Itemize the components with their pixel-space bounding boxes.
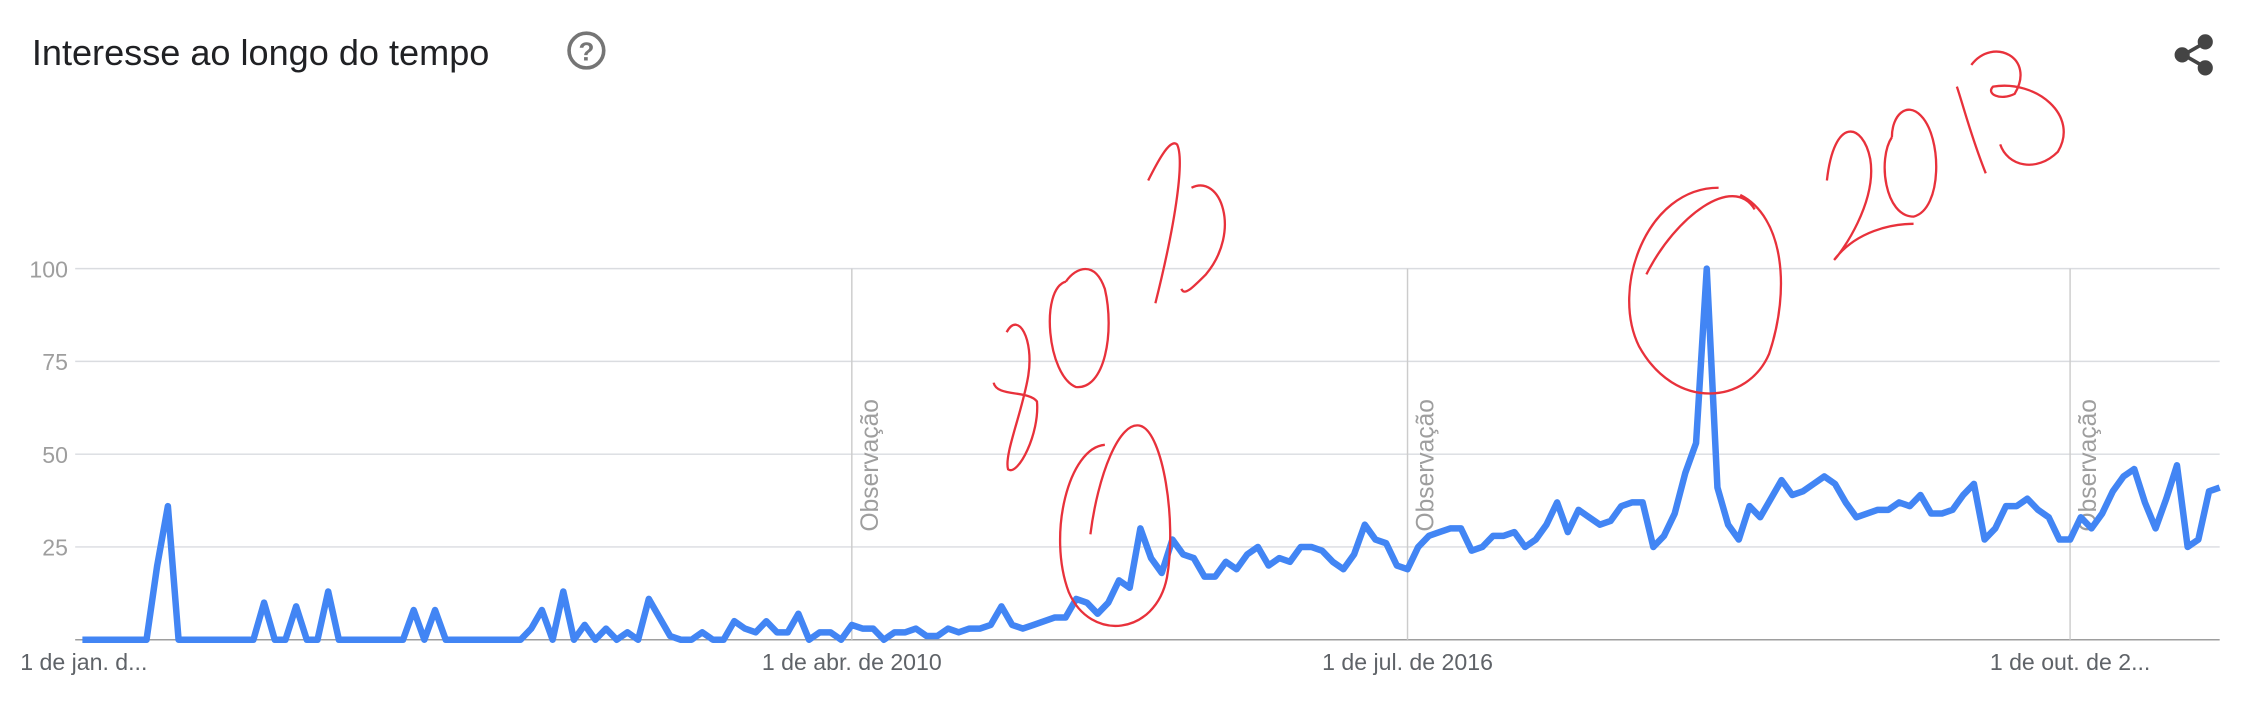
- x-tick-label: 1 de jan. d...: [20, 649, 147, 675]
- handwritten-annotations: [992, 50, 2065, 627]
- plot-area: 25 50 75 100 1 de jan. d... 1 de abr. de 2010…: [20, 256, 2221, 675]
- y-tick-label: 75: [42, 349, 68, 375]
- y-tick-label: 100: [29, 256, 68, 282]
- y-tick-label: 25: [42, 535, 68, 561]
- x-tick-label: 1 de abr. de 2010: [762, 649, 942, 675]
- y-tick-label: 50: [42, 442, 68, 468]
- help-icon-circle[interactable]: [567, 31, 606, 70]
- chart-title: Interesse ao longo do tempo: [32, 32, 490, 73]
- share-icon[interactable]: [2174, 34, 2213, 76]
- x-tick-label: 1 de jul. de 2016: [1322, 649, 1493, 675]
- series-line: [82, 265, 2221, 643]
- help-icon[interactable]: ?: [578, 37, 594, 67]
- note-label: Observação: [1413, 399, 1440, 531]
- note-label: Observação: [857, 399, 884, 531]
- x-tick-label: 1 de out. de 2...: [1990, 649, 2151, 675]
- note-label: Observação: [2075, 399, 2102, 531]
